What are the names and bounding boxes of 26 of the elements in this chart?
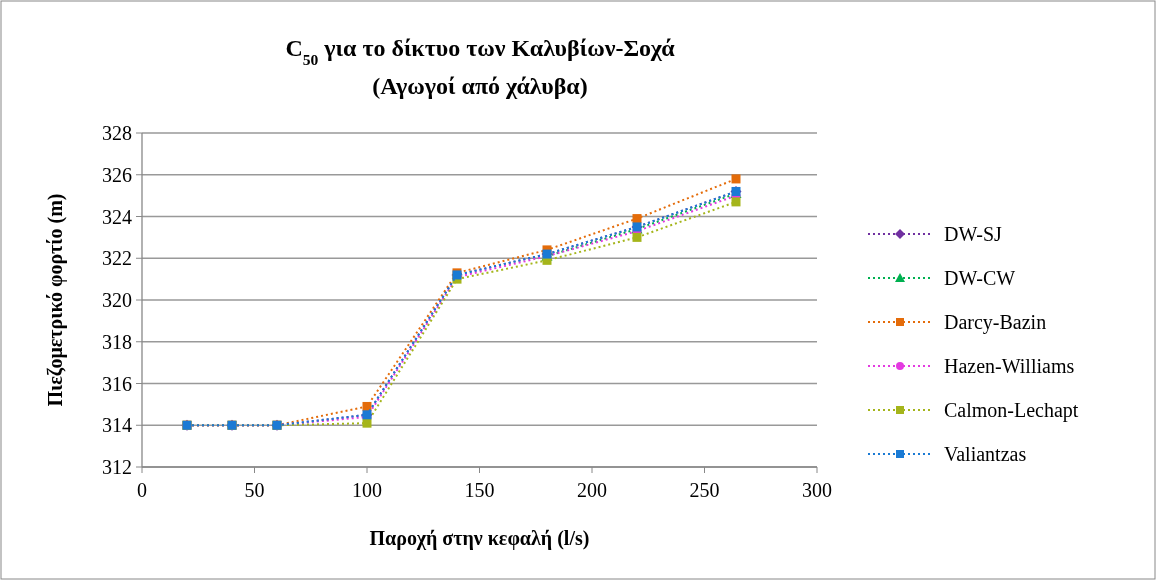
x-tick-label: 100	[352, 479, 382, 501]
y-tick-label: 318	[102, 330, 132, 353]
legend-label: DW-CW	[944, 267, 1016, 289]
x-axis-title: Παροχή στην κεφαλή (l/s)	[369, 527, 590, 550]
x-tick-label: 0	[137, 479, 147, 501]
legend-label: Darcy-Bazin	[944, 311, 1047, 334]
x-tick-label: 150	[464, 479, 495, 501]
legend-label: Calmon-Lechapt	[944, 399, 1079, 422]
legend-label: Valiantzas	[944, 443, 1027, 465]
x-tick-label: 300	[802, 479, 832, 501]
chart-subtitle: (Αγωγοί από χάλυβα)	[372, 73, 588, 99]
y-tick-label: 316	[102, 372, 132, 395]
y-tick-label: 328	[102, 122, 132, 144]
y-tick-label: 320	[102, 289, 132, 311]
legend-label: Hazen-Williams	[944, 355, 1075, 377]
y-tick-label: 326	[102, 163, 132, 186]
y-tick-label: 322	[102, 247, 132, 270]
chart-title: C$_{50}$ για το δίκτυο των Καλυβίων-Σοχά	[285, 35, 676, 68]
x-tick-label: 250	[689, 479, 720, 501]
y-tick-label: 324	[102, 205, 132, 228]
legend-label: DW-SJ	[944, 223, 1002, 245]
y-tick-label: 312	[102, 456, 132, 478]
y-tick-label: 314	[102, 414, 132, 437]
y-axis-title: Πιεζομετρικό φορτίο (m)	[44, 193, 67, 407]
x-tick-label: 50	[244, 479, 265, 501]
x-tick-label: 200	[577, 479, 607, 501]
